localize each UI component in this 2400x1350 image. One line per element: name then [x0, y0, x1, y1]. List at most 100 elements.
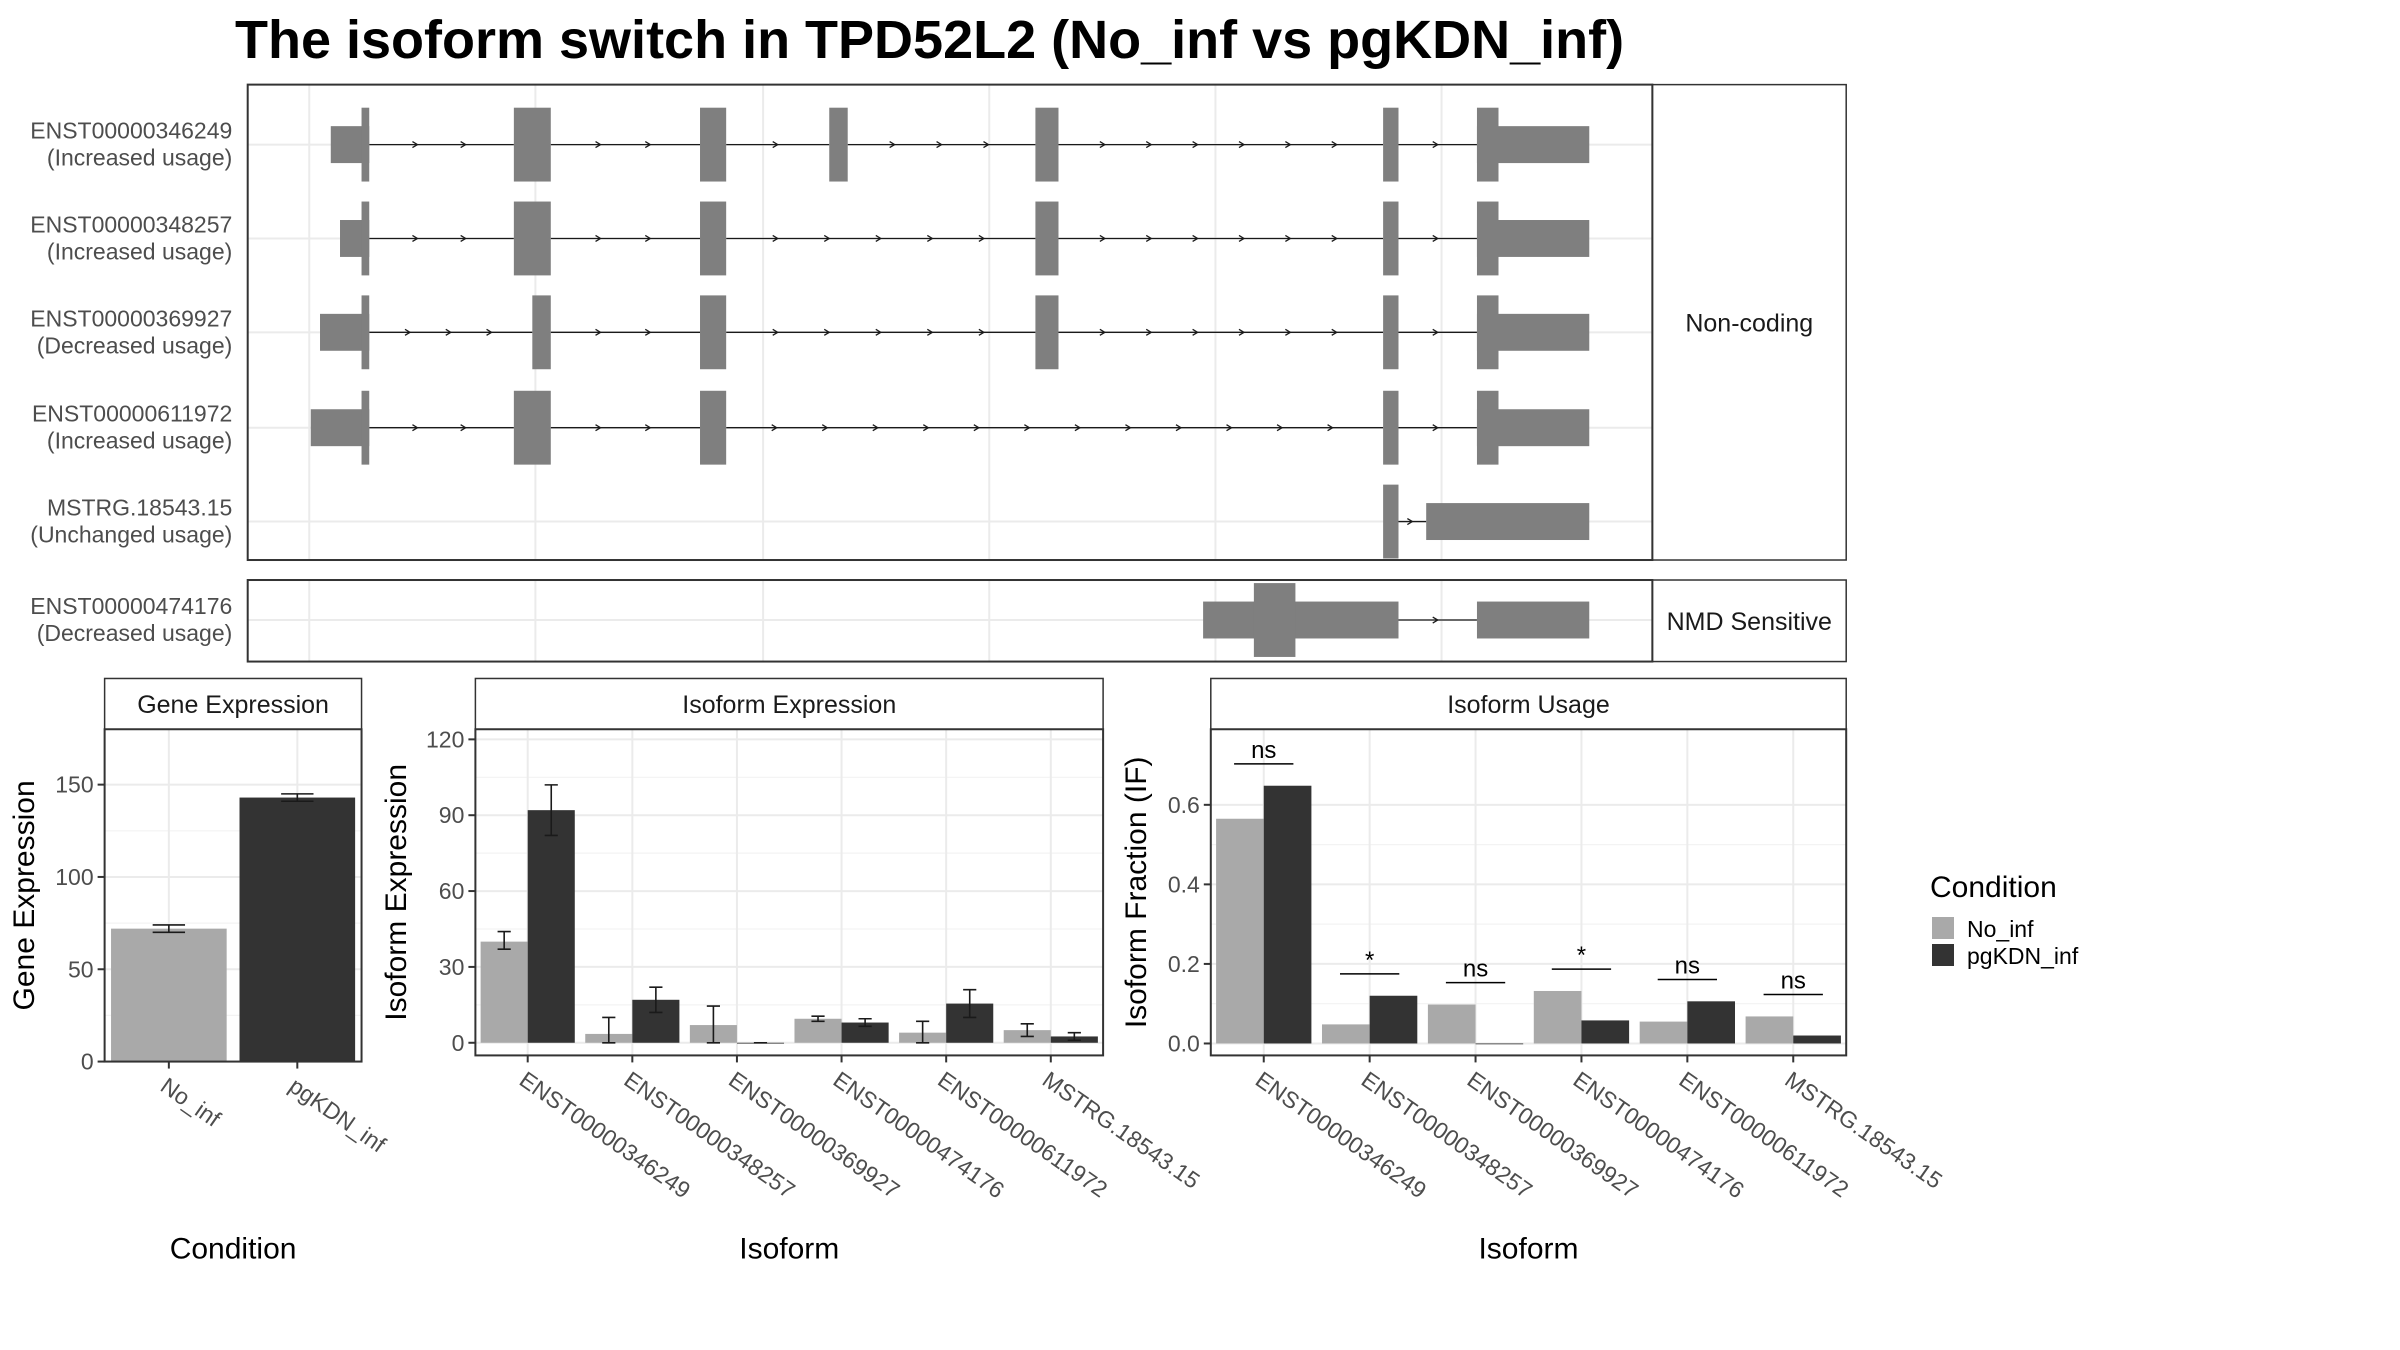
bar	[239, 797, 356, 1062]
intron-arrow	[595, 141, 602, 149]
y-tick-label: 90	[439, 802, 465, 828]
bar	[1639, 1021, 1688, 1044]
transcript-usage-label: (Unchanged usage)	[30, 522, 232, 548]
intron-arrow	[644, 141, 652, 149]
x-tick-label: ENST00000346249	[515, 1066, 695, 1203]
legend-swatch-no-inf	[1932, 917, 1954, 939]
error-bar	[963, 988, 977, 1019]
exon-block	[1476, 601, 1590, 639]
y-tick-label: 30	[439, 954, 465, 980]
x-tick-label: pgKDN_inf	[284, 1072, 391, 1157]
transcript-id-label: ENST00000369927	[30, 305, 232, 331]
exon-block	[1383, 295, 1399, 370]
intron-arrow	[1125, 424, 1132, 432]
group-strip-label: NMD Sensitive	[1667, 608, 1832, 636]
exon-block	[1253, 583, 1296, 657]
error-bar	[858, 1017, 872, 1028]
intron-arrow	[1145, 234, 1153, 243]
transcript-id-label: MSTRG.18543.15	[47, 495, 232, 521]
exon-block	[1203, 601, 1399, 639]
bar	[1216, 818, 1264, 1044]
panel-title: Isoform Usage	[1447, 691, 1610, 719]
intron-arrow	[1226, 424, 1233, 432]
x-axis-title: Isoform	[739, 1232, 839, 1265]
intron-arrow	[926, 328, 934, 336]
significance-label: ns	[1781, 968, 1806, 995]
exon-block	[1383, 107, 1399, 182]
bar	[480, 941, 528, 1043]
significance-label: *	[1577, 942, 1586, 969]
structure-panel-background	[247, 84, 1653, 561]
intron-arrow	[1099, 141, 1107, 149]
intron-arrow	[973, 424, 981, 432]
intron-arrow	[922, 424, 930, 432]
bar	[841, 1022, 889, 1043]
intron-arrow	[412, 424, 419, 432]
exon-block	[513, 390, 551, 465]
group-strip	[1651, 83, 1847, 561]
x-tick-label: ENST00000474176	[829, 1066, 1009, 1203]
intron-arrow	[823, 328, 831, 336]
intron-arrow	[889, 141, 896, 149]
intron-arrow	[1175, 424, 1183, 432]
bar	[794, 1018, 842, 1043]
intron-arrow	[412, 141, 419, 149]
intron-arrow	[772, 328, 779, 336]
intron-arrow	[1285, 234, 1292, 243]
intron-arrow	[1432, 616, 1439, 624]
intron-arrow	[1285, 141, 1292, 149]
exon-block	[1476, 390, 1499, 465]
exon-block	[361, 295, 370, 370]
condition-legend: Condition No_inf pgKDN_inf	[1930, 871, 2079, 969]
intron-arrow	[644, 328, 652, 336]
intron-arrow	[983, 141, 990, 149]
intron-arrow	[412, 234, 419, 243]
exon-block	[532, 295, 551, 370]
intron-arrow	[445, 328, 453, 336]
intron-arrow	[460, 141, 467, 149]
intron-arrow	[771, 424, 778, 432]
bar	[1321, 1024, 1370, 1044]
intron-arrow	[1331, 328, 1339, 336]
transcript-id-label: ENST00000474176	[30, 593, 232, 619]
intron-arrow	[1276, 424, 1284, 432]
intron-arrow	[1074, 424, 1082, 432]
exon-block	[1383, 484, 1399, 559]
exon-block	[1476, 201, 1499, 276]
significance-label: *	[1365, 947, 1374, 974]
error-bar	[649, 986, 663, 1014]
exon-block	[320, 313, 370, 351]
legend-label-pgkdn-inf: pgKDN_inf	[1967, 943, 2079, 969]
intron-arrow	[772, 141, 779, 149]
x-tick-label: ENST00000611972	[933, 1066, 1112, 1202]
intron-arrow	[1331, 234, 1339, 243]
intron-arrow	[978, 328, 986, 336]
exon-block	[513, 107, 551, 182]
plot-frame	[103, 728, 363, 1063]
y-tick-label: 0.6	[1168, 792, 1200, 818]
exon-block	[310, 409, 370, 447]
transcript-usage-label: (Decreased usage)	[37, 620, 233, 646]
panel-title: Gene Expression	[137, 691, 329, 719]
x-tick-label: ENST00000346249	[1251, 1066, 1431, 1203]
exon-block	[513, 201, 551, 276]
y-tick-label: 0.2	[1168, 951, 1200, 977]
group-strip	[1651, 579, 1847, 663]
intron-arrow	[926, 234, 934, 243]
x-tick-label: ENST00000369927	[1463, 1066, 1643, 1203]
exon-block	[700, 295, 727, 370]
isoform-expression-panel: Isoform Expression 0 30 60 90 120 ENST00000346…	[380, 677, 1205, 1265]
gene-expression-panel: Gene Expression 0 50 100 150 No_inf pgKDN_inf C…	[8, 677, 391, 1265]
error-bar	[1067, 1031, 1081, 1042]
panel-title: Isoform Expression	[682, 691, 896, 719]
y-tick-label: 100	[55, 864, 93, 890]
transcript-usage-label: (Decreased usage)	[37, 332, 233, 358]
intron-arrow	[1327, 424, 1334, 432]
transcript-id-label: ENST00000346249	[30, 118, 232, 144]
exon-block	[1035, 201, 1059, 276]
y-tick-label: 0	[81, 1049, 94, 1075]
transcript-id-label: ENST00000348257	[30, 211, 232, 237]
transcript-usage-label: (Increased usage)	[47, 238, 232, 264]
bar	[527, 810, 575, 1043]
